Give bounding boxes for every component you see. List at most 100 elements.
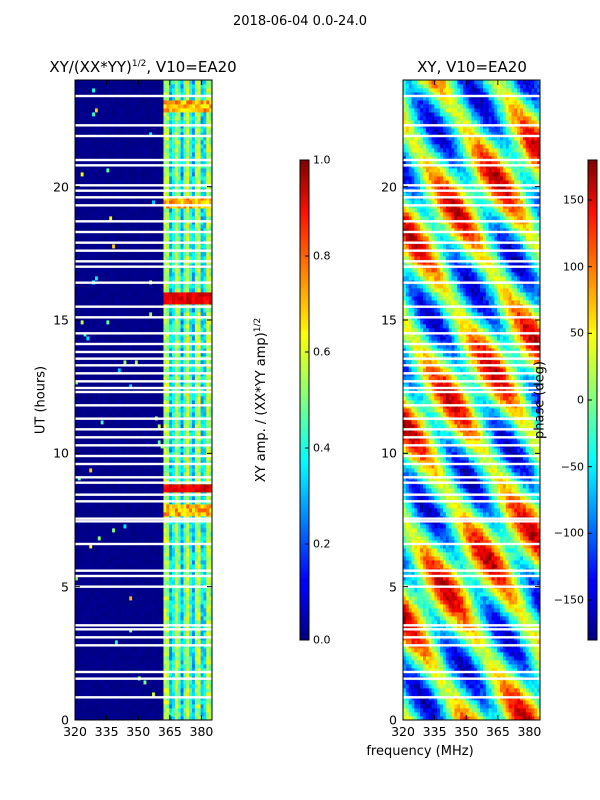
- flagged-gap-line: [403, 390, 540, 394]
- amplitude-colorbar-label: XY amp. / (XX*YY amp)1/2: [253, 318, 269, 482]
- y-tick-label: 0: [389, 712, 397, 728]
- flagged-gap-line: [403, 636, 540, 639]
- flagged-gap-line: [403, 196, 540, 199]
- amplitude-colorbar-frame: [299, 159, 310, 641]
- flagged-gap-line: [75, 444, 212, 447]
- flagged-gap-line: [75, 476, 212, 479]
- flagged-gap-line: [75, 624, 212, 627]
- flagged-gap-line: [403, 241, 540, 244]
- flagged-gap-line: [403, 265, 540, 268]
- flagged-gap-line: [403, 342, 540, 346]
- flagged-gap-line: [75, 380, 212, 383]
- flagged-gap-line: [75, 585, 212, 588]
- amplitude-colorbar-tick-label: 0.0: [313, 633, 331, 647]
- y-tick-label: 15: [381, 312, 397, 328]
- flagged-gap-line: [403, 517, 540, 520]
- flagged-gap-line: [403, 696, 540, 699]
- flagged-gap-line: [403, 476, 540, 479]
- phase-colorbar-tick-label: 100: [563, 260, 584, 274]
- flagged-gap-line: [403, 481, 540, 484]
- flagged-gap-line: [403, 305, 540, 308]
- flagged-gap-line: [75, 677, 212, 680]
- flagged-gap-line: [75, 436, 212, 439]
- flagged-gap-line: [75, 372, 212, 375]
- flagged-gap-line: [403, 493, 540, 496]
- flagged-gap-line: [75, 670, 212, 674]
- flagged-gap-line: [403, 520, 540, 523]
- flagged-gap-line: [75, 189, 212, 192]
- flagged-gap-line: [403, 260, 540, 263]
- flagged-gap-line: [403, 569, 540, 572]
- flagged-gap-line: [403, 624, 540, 627]
- flagged-gap-line: [75, 644, 212, 647]
- flagged-gap-line: [403, 281, 540, 284]
- flagged-gap-line: [403, 249, 540, 252]
- amplitude-colorbar-tick-label: 1.0: [313, 153, 331, 167]
- phase-colorbar-tick-label: 50: [570, 326, 584, 340]
- flagged-gap-line: [403, 574, 540, 578]
- figure-suptitle: 2018-06-04 0.0-24.0: [233, 14, 367, 29]
- flagged-gap-line: [403, 184, 540, 187]
- flagged-gap-line: [75, 628, 212, 631]
- flagged-gap-line: [403, 585, 540, 588]
- y-tick-label: 5: [389, 579, 397, 595]
- phase-colorbar-tick-label: −100: [553, 526, 584, 540]
- flagged-gap-line: [75, 316, 212, 319]
- flagged-gap-line: [403, 124, 540, 127]
- flagged-gap-line: [403, 628, 540, 631]
- flagged-gap-line: [75, 230, 212, 234]
- flagged-gap-line: [75, 164, 212, 167]
- x-tick-label: 335: [94, 724, 119, 739]
- y-tick-label: 20: [381, 179, 397, 195]
- x-tick-label: 320: [63, 724, 87, 739]
- frequency-x-axis-label: frequency (MHz): [366, 744, 474, 759]
- phase-colorbar-tick-label: 0: [577, 393, 584, 407]
- amplitude-axes-frame: [74, 79, 213, 721]
- flagged-gap-line: [75, 517, 212, 520]
- flagged-gap-line: [75, 124, 212, 127]
- amplitude-colorbar: [300, 160, 309, 640]
- x-tick-label: 365: [157, 724, 182, 739]
- flagged-gap-line: [75, 249, 212, 252]
- flagged-gap-line: [403, 372, 540, 375]
- flagged-gap-line: [75, 520, 212, 523]
- phase-colorbar-label: phase (deg): [532, 360, 548, 440]
- flagged-gap-line: [403, 454, 540, 458]
- flagged-gap-line: [75, 241, 212, 244]
- flagged-gap-line: [75, 462, 212, 466]
- amplitude-y-axis-label: UT (hours): [33, 365, 49, 435]
- phase-axes-frame: [402, 79, 541, 721]
- flagged-gap-line: [75, 260, 212, 263]
- flagged-gap-line: [75, 332, 212, 335]
- flagged-gap-line: [403, 542, 540, 546]
- y-tick-label: 5: [61, 579, 69, 595]
- flagged-gap-line: [75, 386, 212, 390]
- flagged-gap-line: [403, 417, 540, 420]
- flagged-gap-line: [75, 305, 212, 308]
- amplitude-colorbar-tick-label: 0.8: [313, 249, 331, 263]
- flagged-gap-line: [403, 204, 540, 207]
- flagged-gap-line: [403, 189, 540, 192]
- phase-heatmap: [403, 80, 540, 720]
- flagged-gap-line: [75, 158, 212, 162]
- flagged-gap-line: [75, 542, 212, 546]
- flagged-gap-line: [75, 204, 212, 207]
- flagged-gap-line: [75, 281, 212, 284]
- flagged-gap-line: [403, 316, 540, 319]
- phase-colorbar-tick-label: 150: [563, 193, 584, 207]
- flagged-gap-line: [403, 444, 540, 447]
- flagged-gap-line: [75, 184, 212, 187]
- y-tick-label: 10: [381, 445, 397, 461]
- amplitude-title-tail: , V10=EA20: [146, 58, 237, 76]
- flagged-gap-line: [75, 493, 212, 496]
- flagged-gap-line: [75, 342, 212, 346]
- flagged-gap-line: [403, 134, 540, 138]
- flagged-gap-line: [403, 158, 540, 162]
- flagged-gap-line: [403, 164, 540, 167]
- x-tick-label: 335: [422, 724, 447, 739]
- flagged-gap-line: [75, 417, 212, 420]
- y-tick-label: 10: [53, 445, 69, 461]
- flagged-gap-line: [403, 230, 540, 234]
- flagged-gap-line: [403, 350, 540, 354]
